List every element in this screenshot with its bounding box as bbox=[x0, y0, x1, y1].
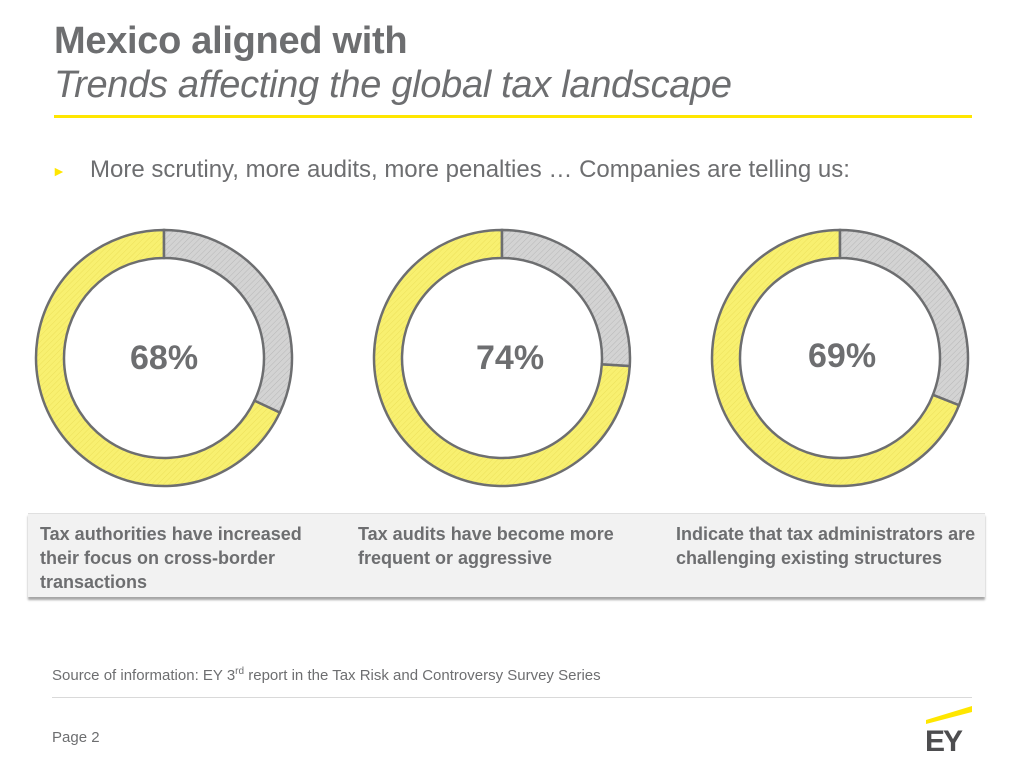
donut-chart-2: 74% bbox=[370, 225, 634, 491]
source-note: Source of information: EY 3rd report in … bbox=[52, 666, 601, 684]
caption-2: Tax audits have become more frequent or … bbox=[358, 524, 614, 568]
donut-slice-remainder bbox=[838, 228, 970, 407]
donut-slice-share bbox=[372, 228, 632, 488]
caption-3: Indicate that tax administrators are cha… bbox=[676, 524, 976, 568]
ey-logo-text: EY bbox=[925, 725, 963, 758]
source-divider bbox=[52, 697, 972, 698]
donut-chart-3-svg bbox=[710, 228, 970, 488]
donut-chart-3: 69% bbox=[708, 225, 972, 491]
caption-bar: Tax authorities have increased their foc… bbox=[28, 513, 985, 597]
donut-chart-1-value: 68% bbox=[130, 339, 199, 377]
bullet-text: More scrutiny, more audits, more penalti… bbox=[90, 156, 850, 183]
source-suffix: report in the Tax Risk and Controversy S… bbox=[244, 667, 601, 684]
donut-chart-3-value: 69% bbox=[808, 337, 877, 375]
ey-logo: EY bbox=[924, 706, 974, 758]
donut-slice-remainder bbox=[162, 228, 294, 415]
donut-chart-2-value: 74% bbox=[476, 339, 545, 377]
donut-slice-share bbox=[710, 228, 961, 488]
source-prefix: Source of information: EY 3 bbox=[52, 667, 236, 684]
slide-title-line-1: Mexico aligned with bbox=[54, 20, 408, 62]
ey-logo-slash-icon bbox=[926, 706, 972, 724]
bullet-row: ► More scrutiny, more audits, more penal… bbox=[52, 156, 850, 184]
page-number: Page 2 bbox=[52, 729, 100, 746]
caption-1: Tax authorities have increased their foc… bbox=[40, 524, 302, 592]
title-underline bbox=[54, 115, 972, 118]
slide-title-line-2: Trends affecting the global tax landscap… bbox=[54, 64, 732, 106]
donut-slice-share bbox=[34, 228, 282, 488]
source-superscript: rd bbox=[235, 666, 245, 677]
donut-slice-remainder bbox=[500, 228, 632, 368]
donut-chart-1-svg bbox=[34, 228, 294, 488]
bullet-arrow-icon: ► bbox=[52, 163, 66, 179]
donut-chart-1: 68% bbox=[32, 225, 296, 491]
donut-chart-2-svg bbox=[372, 228, 632, 488]
